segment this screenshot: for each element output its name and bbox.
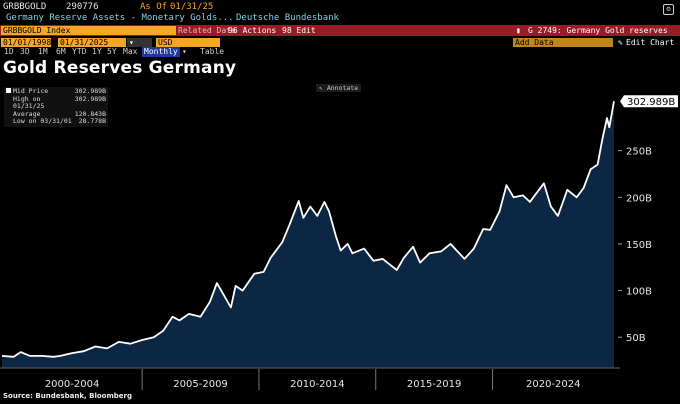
cursor-icon: ↖ [319,84,327,92]
x-tick-label: 2015-2019 [407,379,462,390]
last-value: 290776 [66,2,99,12]
annotate-label: Annotate [326,84,359,92]
y-tick-label: 100B [626,287,652,298]
edit-chart-button[interactable]: Edit Chart [626,38,675,47]
y-tick-label: 50B [626,333,646,344]
edit-menu[interactable]: 98 Edit [282,26,316,35]
period-row: 1D 3D 1M 6M YTD 1Y 5Y Max Monthly ▾ Tabl… [0,47,680,57]
legend-item-low: Low on 03/31/01 28.778B [13,117,106,125]
y-tick-label: 150B [626,240,652,251]
period-1m[interactable]: 1M [38,47,48,56]
table-button[interactable]: Table [200,47,225,56]
x-tick-label: 2020-2024 [526,379,581,390]
period-5y[interactable]: 5Y [107,47,117,56]
function-title: G 2749: Germany Gold reserves [528,26,668,35]
security-field[interactable]: GRBBGOLD Index [1,26,176,35]
y-tick-label: 250B [626,147,652,158]
series-description: Germany Reserve Assets - Monetary Golds.… [6,13,234,23]
x-tick-label: 2010-2014 [290,379,345,390]
legend-item-mid-price[interactable]: Mid Price 302.989B [6,87,106,96]
actions-menu[interactable]: 96 Actions [228,26,277,35]
toolbar-row: GRBBGOLD Index Related Data 96 Actions 9… [0,25,680,36]
last-value-tag: 302.989B [620,95,678,108]
start-date-field[interactable]: 01/01/1998 [1,38,52,47]
last-value-label: 302.989B [627,97,675,108]
period-ytd[interactable]: YTD [72,47,87,56]
gear-icon[interactable]: ⚙ [663,4,674,15]
chart-type-arrow-icon[interactable]: ▾ [182,47,187,56]
period-1y[interactable]: 1Y [92,47,102,56]
legend-item-average: Average 120.843B [13,109,106,118]
annotate-button[interactable]: ↖ Annotate [316,84,362,92]
source-name: Deutsche Bundesbank [236,13,339,23]
source-note: Source: Bundesbank, Bloomberg [3,392,132,400]
pencil-icon[interactable]: ✎ [618,38,623,47]
as-of-label: As Of [140,2,168,12]
page-title: Gold Reserves Germany [3,58,237,78]
legend: Mid Price 302.989B High on 01/31/25 302.98… [4,87,108,127]
frequency-select[interactable]: Monthly [142,47,180,57]
as-of-date[interactable]: 01/31/25 [170,2,214,12]
bar-chart-icon: ▮ [516,26,521,35]
period-3d[interactable]: 3D [20,47,30,56]
series-line-mid-price [1,101,615,358]
chart-area[interactable]: 2000-2004 2005-2009 2010-2014 2015-2019 2020… [0,80,680,392]
end-date-field[interactable]: 01/31/2025 [58,38,126,47]
series-area-fill [2,101,614,368]
period-6m[interactable]: 6M [56,47,66,56]
ticker[interactable]: GRBBGOLD [3,2,47,12]
related-data-hint: Related Data [178,26,236,35]
dropdown-arrow-icon[interactable]: ▾ [127,38,152,47]
legend-item-high: High on 01/31/25 302.989B [13,94,106,110]
x-tick-label: 2000-2004 [45,379,100,390]
description-row: Germany Reserve Assets - Monetary Golds.… [0,13,680,25]
header-row: GRBBGOLD 290776 As Of 01/31/25 ⚙ [0,2,680,15]
date-row: 01/01/1998 01/31/2025 ▾ USD Add Data ✎ E… [0,37,680,47]
y-tick-label: 200B [626,193,652,204]
period-max[interactable]: Max [123,47,138,56]
currency-field[interactable]: USD [156,38,220,47]
add-data-field[interactable]: Add Data [513,38,613,47]
period-1d[interactable]: 1D [4,47,14,56]
x-tick-label: 2005-2009 [173,379,228,390]
